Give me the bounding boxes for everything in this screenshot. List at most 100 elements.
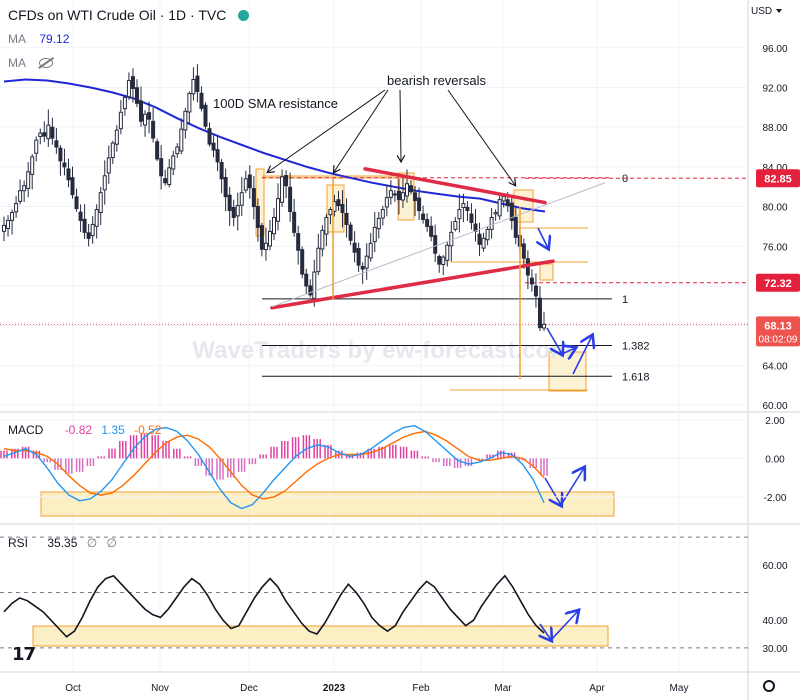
candle	[159, 145, 164, 190]
candle-body	[372, 226, 377, 243]
candle-body	[513, 216, 518, 238]
candle	[191, 67, 196, 101]
candle	[183, 107, 188, 139]
candle-body	[409, 185, 414, 193]
candle	[473, 208, 478, 242]
candle	[453, 217, 458, 232]
candle-body	[143, 113, 148, 126]
candle-body	[364, 255, 369, 269]
rsi-legend[interactable]: RSI 35.35 ∅ ∅	[8, 536, 123, 550]
candle-body	[400, 192, 405, 201]
price-label-box	[756, 273, 800, 292]
macd-support-zone	[40, 491, 615, 517]
rsi-panel[interactable]: 60.00 40.00 30.00	[0, 536, 788, 655]
candle	[259, 222, 264, 257]
candle-body	[195, 75, 200, 92]
candle	[425, 213, 430, 232]
candle-body	[388, 190, 393, 198]
candle-body	[74, 196, 79, 210]
candle	[110, 140, 115, 164]
price-axis[interactable]: 60.0064.0068.0072.0076.0080.0084.0088.00…	[756, 44, 800, 412]
candle-body	[50, 126, 55, 139]
falling-trendline	[363, 167, 547, 205]
candle	[98, 186, 103, 226]
candle-body	[155, 141, 160, 160]
candle	[247, 165, 252, 199]
candle	[54, 128, 59, 154]
candle-body	[114, 129, 119, 145]
candle-body	[130, 76, 135, 89]
candle-body	[348, 224, 353, 241]
candle	[82, 204, 87, 239]
candle-body	[58, 147, 63, 162]
candle	[42, 121, 47, 142]
candle-body	[14, 203, 19, 213]
candle-body	[501, 196, 506, 202]
market-open-dot-icon	[238, 10, 250, 21]
candle	[167, 159, 172, 188]
candle	[90, 216, 95, 244]
candle	[364, 243, 369, 280]
candle	[74, 188, 79, 212]
candle	[211, 135, 216, 158]
candle	[227, 186, 232, 226]
candle	[312, 259, 317, 307]
rising-trendline	[270, 259, 555, 310]
projection-arrow-down-1	[538, 227, 548, 248]
candle-body	[320, 229, 325, 250]
candle-body	[477, 233, 482, 245]
candle-body	[437, 255, 442, 265]
candle-body	[98, 192, 103, 213]
gear-icon[interactable]	[763, 680, 775, 692]
candle-body	[30, 156, 35, 175]
candle	[445, 242, 450, 267]
macd-panel[interactable]: 2.00 0.00 -2.00	[0, 416, 787, 510]
candle	[308, 279, 313, 298]
currency-selector[interactable]: USD	[751, 6, 782, 17]
candle	[46, 109, 51, 147]
candle-body	[22, 185, 27, 192]
price-label-value: 82.85	[764, 173, 792, 185]
candle	[441, 255, 446, 276]
countdown-label: 08:02:09	[759, 334, 798, 345]
candle	[284, 170, 289, 198]
candle-body	[94, 209, 99, 227]
candle	[239, 176, 244, 217]
candle	[14, 195, 19, 218]
candle-body	[300, 249, 305, 275]
candle	[6, 215, 11, 237]
candle-body	[497, 199, 502, 217]
candle	[461, 193, 466, 223]
chart-header[interactable]: CFDs on WTI Crude Oil · 1D · TVC	[8, 7, 250, 23]
candle	[163, 169, 168, 186]
candle-body	[26, 171, 31, 189]
candle-body	[360, 266, 365, 270]
price-label-box	[756, 316, 800, 347]
candle-body	[235, 205, 240, 217]
ma-legend-1[interactable]: MA 79.12	[8, 32, 69, 46]
macd-hist-value: -0.82	[64, 423, 93, 437]
candle	[130, 68, 135, 103]
price-label-box	[756, 169, 800, 188]
candle-body	[280, 176, 285, 203]
candle-body	[110, 142, 115, 158]
candle	[477, 222, 482, 257]
candle	[296, 225, 301, 265]
candle-body	[288, 186, 293, 213]
fib-level-label: 1.618	[622, 371, 650, 383]
ma-legend-2[interactable]: MA	[8, 56, 54, 70]
candle-body	[227, 194, 232, 212]
macd-legend[interactable]: MACD -0.82 1.35 -0.52	[8, 423, 167, 437]
candle	[114, 125, 119, 152]
candle	[179, 118, 184, 155]
candle	[231, 199, 236, 227]
price-candles[interactable]	[2, 64, 546, 332]
eye-hidden-icon[interactable]	[39, 58, 54, 68]
time-axis[interactable]: Oct Nov Dec 2023 Feb Mar Apr May	[65, 683, 688, 694]
candle-body	[10, 212, 15, 221]
grey-channel-line	[271, 182, 606, 308]
candle	[187, 91, 192, 125]
candle	[251, 176, 256, 220]
